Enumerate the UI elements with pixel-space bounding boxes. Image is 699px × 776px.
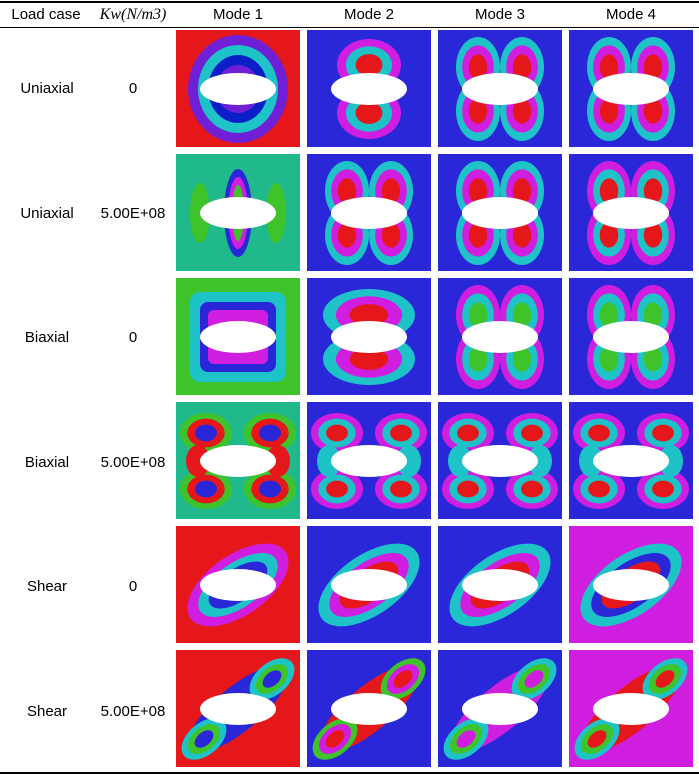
elliptical-cutout [593, 197, 669, 229]
mode-shape-r2-m3 [438, 154, 562, 271]
contour-plot [307, 402, 431, 519]
header-mode-2: Mode 2 [343, 6, 395, 23]
mode-shape-r5-m1 [176, 526, 300, 643]
mode-shape-r1-m1 [176, 30, 300, 147]
contour-plot [307, 30, 431, 147]
mode-shape-r5-m4 [569, 526, 693, 643]
elliptical-cutout [331, 321, 407, 353]
mode-shape-r1-m4 [569, 30, 693, 147]
mode-shape-r1-m2 [307, 30, 431, 147]
elliptical-cutout [200, 197, 276, 229]
elliptical-cutout [462, 321, 538, 353]
mode-shape-r6-m3 [438, 650, 562, 767]
elliptical-cutout [462, 197, 538, 229]
elliptical-cutout [593, 73, 669, 105]
contour-plot [176, 402, 300, 519]
header-load-case: Load case [11, 6, 81, 23]
contour-plot [438, 278, 562, 395]
elliptical-cutout [593, 321, 669, 353]
contour-plot [176, 30, 300, 147]
elliptical-cutout [331, 445, 407, 477]
contour-plot [438, 154, 562, 271]
contour-plot [569, 650, 693, 767]
bottom-rule [0, 772, 699, 774]
elliptical-cutout [593, 693, 669, 725]
row-3-load-case: Biaxial [24, 329, 70, 346]
elliptical-cutout [200, 445, 276, 477]
elliptical-cutout [593, 445, 669, 477]
mode-shape-r4-m4 [569, 402, 693, 519]
mode-shape-r2-m1 [176, 154, 300, 271]
mode-shape-r6-m4 [569, 650, 693, 767]
mode-shape-r1-m3 [438, 30, 562, 147]
row-5-load-case: Shear [26, 578, 68, 595]
mode-shape-r6-m1 [176, 650, 300, 767]
contour-plot [569, 402, 693, 519]
mode-shape-r4-m2 [307, 402, 431, 519]
contour-plot [569, 30, 693, 147]
mode-shape-r5-m3 [438, 526, 562, 643]
elliptical-cutout [331, 197, 407, 229]
contour-plot [569, 278, 693, 395]
contour-plot [307, 650, 431, 767]
elliptical-cutout [593, 569, 669, 601]
elliptical-cutout [200, 73, 276, 105]
row-2-kw: 5.00E+08 [100, 205, 166, 222]
elliptical-cutout [200, 321, 276, 353]
top-rule [0, 1, 699, 3]
elliptical-cutout [462, 693, 538, 725]
contour-plot [176, 278, 300, 395]
header-mode-3: Mode 3 [474, 6, 526, 23]
row-3-kw: 0 [128, 329, 138, 346]
elliptical-cutout [331, 73, 407, 105]
row-2-load-case: Uniaxial [20, 205, 74, 222]
elliptical-cutout [462, 569, 538, 601]
contour-plot [569, 154, 693, 271]
elliptical-cutout [462, 73, 538, 105]
mode-shape-r6-m2 [307, 650, 431, 767]
header-mode-1: Mode 1 [212, 6, 264, 23]
contour-plot [438, 650, 562, 767]
elliptical-cutout [331, 693, 407, 725]
row-6-load-case: Shear [26, 703, 68, 720]
contour-plot [307, 526, 431, 643]
contour-plot [307, 154, 431, 271]
row-4-kw: 5.00E+08 [100, 454, 166, 471]
contour-plot [438, 402, 562, 519]
elliptical-cutout [331, 569, 407, 601]
row-6-kw: 5.00E+08 [100, 703, 166, 720]
contour-plot [176, 154, 300, 271]
row-1-load-case: Uniaxial [20, 80, 74, 97]
row-5-kw: 0 [128, 578, 138, 595]
mode-shape-r3-m4 [569, 278, 693, 395]
header-kw: Kw(N/m3) [99, 6, 167, 23]
header-mode-4: Mode 4 [605, 6, 657, 23]
contour-plot [438, 30, 562, 147]
contour-plot [176, 526, 300, 643]
header-rule [0, 27, 699, 28]
row-1-kw: 0 [128, 80, 138, 97]
contour-plot [307, 278, 431, 395]
contour-plot [438, 526, 562, 643]
mode-shape-r2-m4 [569, 154, 693, 271]
mode-shape-r3-m1 [176, 278, 300, 395]
contour-plot [569, 526, 693, 643]
elliptical-cutout [462, 445, 538, 477]
row-4-load-case: Biaxial [24, 454, 70, 471]
mode-shape-r3-m3 [438, 278, 562, 395]
mode-shape-r3-m2 [307, 278, 431, 395]
elliptical-cutout [200, 693, 276, 725]
contour-plot [176, 650, 300, 767]
mode-shape-r5-m2 [307, 526, 431, 643]
elliptical-cutout [200, 569, 276, 601]
mode-shape-r4-m3 [438, 402, 562, 519]
mode-shape-r2-m2 [307, 154, 431, 271]
mode-shape-r4-m1 [176, 402, 300, 519]
